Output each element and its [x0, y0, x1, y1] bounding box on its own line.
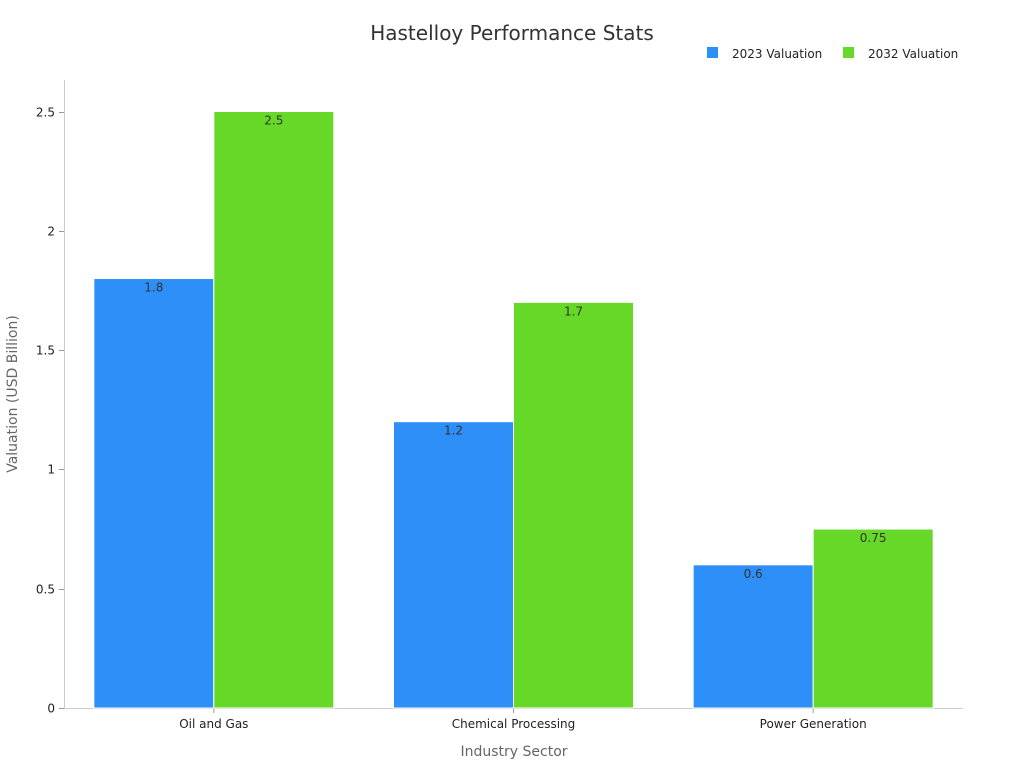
- data-label: 1.8: [144, 281, 163, 295]
- bar-series-1: [93, 278, 215, 709]
- x-tick-label: Chemical Processing: [452, 717, 576, 731]
- legend-label: 2023 Valuation: [732, 47, 822, 61]
- data-label: 1.7: [564, 304, 583, 318]
- legend-swatch: [843, 47, 854, 58]
- bar-series-2: [513, 301, 634, 709]
- data-label: 2.5: [264, 114, 283, 128]
- bar-series-1: [692, 564, 814, 709]
- y-tick-label: 1: [47, 463, 55, 477]
- legend-label: 2032 Valuation: [868, 47, 958, 61]
- chart-title: Hastelloy Performance Stats: [370, 21, 654, 45]
- legend-swatch: [707, 47, 718, 58]
- bar-series-1: [393, 421, 514, 709]
- y-tick-label: 0: [47, 702, 55, 716]
- x-tick-label: Power Generation: [760, 717, 867, 731]
- y-axis-ticks: 0 0.5 1 1.5 2 2.5: [36, 106, 64, 716]
- bar-series-2: [812, 528, 934, 709]
- data-label: 0.75: [860, 531, 887, 545]
- data-labels-group: 1.8 2.5 1.2 1.7 0.6 0.75: [144, 114, 886, 581]
- data-label: 0.6: [744, 567, 763, 581]
- data-label: 1.2: [444, 424, 463, 438]
- legend: 2023 Valuation 2032 Valuation: [707, 47, 958, 61]
- y-tick-label: 2.5: [36, 106, 55, 120]
- bars-group: [93, 111, 934, 709]
- y-tick-label: 2: [47, 225, 55, 239]
- x-axis-ticks: Oil and Gas Chemical Processing Power Gene…: [179, 708, 867, 731]
- y-tick-label: 1.5: [36, 344, 55, 358]
- y-tick-label: 0.5: [36, 583, 55, 597]
- x-axis-title: Industry Sector: [460, 744, 567, 760]
- y-axis-title: Valuation (USD Billion): [5, 315, 21, 473]
- x-tick-label: Oil and Gas: [179, 717, 248, 731]
- bar-series-2: [213, 111, 335, 709]
